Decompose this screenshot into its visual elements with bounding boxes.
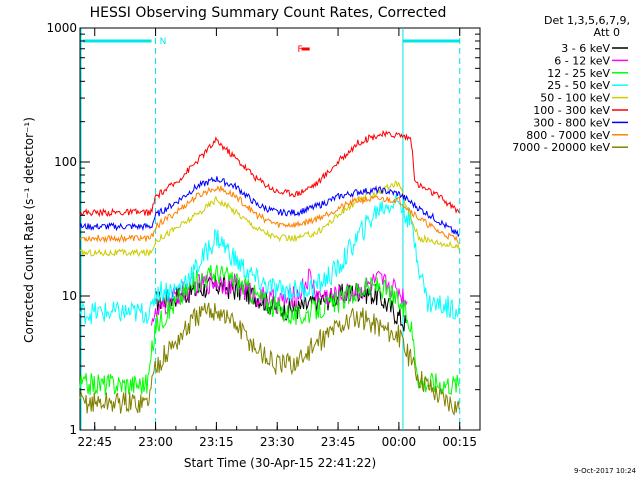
x-tick-label-4: 23:45 (321, 435, 356, 449)
y-tick-label-1: 10 (62, 289, 77, 303)
legend-label-6: 300 - 800 keV (533, 116, 610, 129)
x-tick-label-1: 23:00 (138, 435, 173, 449)
legend-label-2: 12 - 25 keV (547, 67, 610, 80)
annotation-n: N (160, 37, 167, 47)
chart-title: HESSI Observing Summary Count Rates, Cor… (90, 5, 447, 21)
x-tick-label-6: 00:15 (442, 435, 477, 449)
legend-label-1: 6 - 12 keV (554, 54, 610, 67)
x-tick-label-3: 23:30 (260, 435, 295, 449)
y-tick-label-3: 1000 (46, 21, 77, 35)
series-line-8 (79, 302, 460, 416)
legend-label-7: 800 - 7000 keV (526, 129, 610, 142)
legend-label-8: 7000 - 20000 keV (512, 141, 610, 154)
series-line-1 (151, 268, 408, 326)
series-line-2 (79, 264, 460, 396)
series-line-3 (79, 193, 460, 325)
plot-frame (79, 27, 481, 431)
series-line-5 (79, 129, 460, 218)
legend-label-0: 3 - 6 keV (561, 42, 610, 55)
legend-label-3: 25 - 50 keV (547, 79, 610, 92)
x-tick-label-2: 23:15 (199, 435, 234, 449)
y-tick-label-2: 100 (54, 155, 77, 169)
annotation-f: F (298, 45, 303, 55)
x-tick-label-0: 22:45 (77, 435, 112, 449)
series-line-4 (79, 180, 460, 258)
x-tick-label-5: 00:00 (382, 435, 417, 449)
y-tick-label-0: 1 (69, 423, 77, 437)
y-axis-label: Corrected Count Rate (s⁻¹ detector⁻¹) (22, 117, 36, 343)
footer-date: 9-Oct-2017 10:24 (574, 467, 637, 475)
legend-label-5: 100 - 300 keV (533, 104, 610, 117)
x-axis-label: Start Time (30-Apr-15 22:41:22) (184, 456, 376, 470)
series-line-7 (80, 185, 460, 244)
legend-header-0: Det 1,3,5,6,7,9, (544, 14, 630, 27)
legend-label-4: 50 - 100 keV (540, 92, 610, 105)
legend-header-1: Att 0 (594, 26, 620, 39)
series-line-6 (79, 176, 460, 238)
